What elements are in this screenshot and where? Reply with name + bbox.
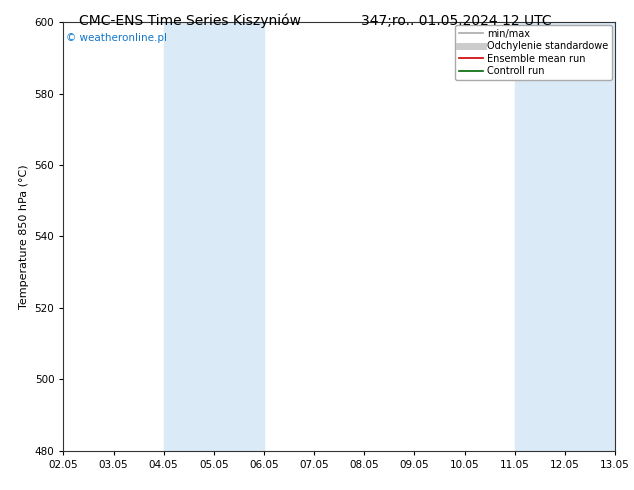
Text: © weatheronline.pl: © weatheronline.pl [66,33,167,43]
Bar [164,22,264,451]
Bar [515,22,615,451]
Legend: min/max, Odchylenie standardowe, Ensemble mean run, Controll run: min/max, Odchylenie standardowe, Ensembl… [455,25,612,80]
Text: CMC-ENS Time Series Kiszyniów: CMC-ENS Time Series Kiszyniów [79,14,301,28]
Text: 347;ro.. 01.05.2024 12 UTC: 347;ro.. 01.05.2024 12 UTC [361,14,552,28]
Y-axis label: Temperature 850 hPa (°C): Temperature 850 hPa (°C) [19,164,29,309]
